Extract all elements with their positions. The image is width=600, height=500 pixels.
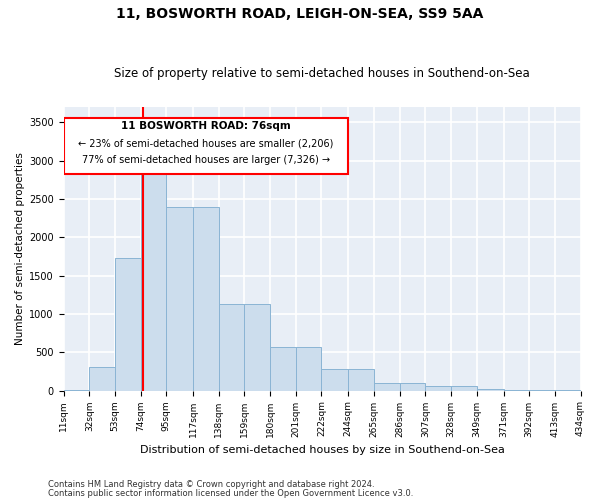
Bar	[349, 369, 374, 390]
Bar	[322, 369, 349, 390]
Bar	[219, 304, 244, 390]
Bar	[476, 389, 503, 390]
Bar	[425, 386, 451, 390]
Bar	[270, 347, 296, 391]
Bar	[64, 118, 349, 174]
Bar	[374, 384, 400, 390]
Bar	[166, 208, 193, 390]
Y-axis label: Number of semi-detached properties: Number of semi-detached properties	[15, 152, 25, 345]
Text: Contains HM Land Registry data © Crown copyright and database right 2024.: Contains HM Land Registry data © Crown c…	[48, 480, 374, 489]
Text: ← 23% of semi-detached houses are smaller (2,206): ← 23% of semi-detached houses are smalle…	[79, 138, 334, 148]
Bar	[140, 126, 166, 390]
Text: 11 BOSWORTH ROAD: 76sqm: 11 BOSWORTH ROAD: 76sqm	[121, 121, 291, 131]
Text: 11, BOSWORTH ROAD, LEIGH-ON-SEA, SS9 5AA: 11, BOSWORTH ROAD, LEIGH-ON-SEA, SS9 5AA	[116, 8, 484, 22]
Bar	[89, 367, 115, 390]
Text: 77% of semi-detached houses are larger (7,326) →: 77% of semi-detached houses are larger (…	[82, 155, 330, 165]
X-axis label: Distribution of semi-detached houses by size in Southend-on-Sea: Distribution of semi-detached houses by …	[140, 445, 505, 455]
Bar	[115, 258, 140, 390]
Bar	[193, 208, 219, 390]
Bar	[244, 304, 270, 390]
Text: Contains public sector information licensed under the Open Government Licence v3: Contains public sector information licen…	[48, 488, 413, 498]
Bar	[296, 347, 322, 391]
Title: Size of property relative to semi-detached houses in Southend-on-Sea: Size of property relative to semi-detach…	[114, 66, 530, 80]
Bar	[400, 384, 425, 390]
Bar	[451, 386, 476, 390]
